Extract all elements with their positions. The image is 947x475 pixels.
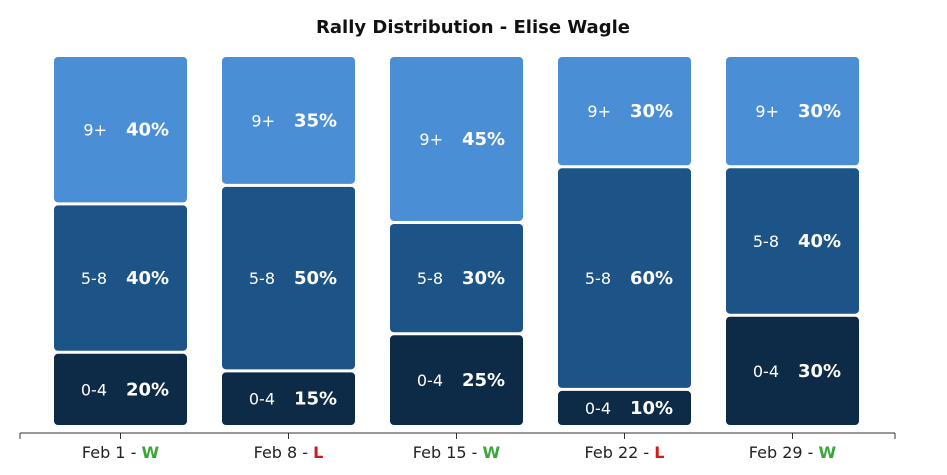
x-axis: Feb 1 - W Feb 8 - L Feb 15 - W Feb 22 - L Fe… xyxy=(19,432,896,462)
segment-value: 40% xyxy=(126,268,169,289)
result-label: L xyxy=(654,443,664,462)
segment-label: 0-4 xyxy=(585,399,611,418)
segment-value: 20% xyxy=(126,379,169,400)
segment-label: 9+ xyxy=(251,111,275,130)
segment-label: 9+ xyxy=(83,121,107,140)
bar-segment-0-4-feb-29 xyxy=(726,316,859,425)
segment-value: 35% xyxy=(294,110,337,131)
result-label: W xyxy=(483,443,501,462)
segment-value: 45% xyxy=(462,129,505,150)
bar-segment-0-4-feb-1 xyxy=(54,353,187,425)
segment-label: 5-8 xyxy=(753,232,779,251)
bar-segment-9+-feb-1 xyxy=(54,57,187,203)
x-tick-label: Feb 8 - L xyxy=(254,443,324,462)
x-tick-label: Feb 15 - W xyxy=(413,443,501,462)
bar-segment-0-4-feb-8 xyxy=(222,372,355,425)
segment-value: 40% xyxy=(798,231,841,252)
segment-value: 25% xyxy=(462,370,505,391)
segment-value: 15% xyxy=(294,389,337,410)
separator-label: - xyxy=(638,443,654,462)
segment-label: 9+ xyxy=(419,130,443,149)
date-label: Feb 15 xyxy=(413,443,467,462)
segment-label: 5-8 xyxy=(81,269,107,288)
segment-label: 0-4 xyxy=(417,371,443,390)
bar-segment-9+-feb-15 xyxy=(390,57,523,221)
bar-segment-9+-feb-29 xyxy=(726,57,859,166)
bar-segment-5-8-feb-8 xyxy=(222,186,355,370)
chart-title: Rally Distribution - Elise Wagle xyxy=(316,17,630,38)
bar-segment-9+-feb-22 xyxy=(558,57,691,166)
segment-label: 5-8 xyxy=(585,269,611,288)
segment-value: 10% xyxy=(630,398,673,419)
bar-segment-5-8-feb-1 xyxy=(54,205,187,351)
bar-segment-9+-feb-8 xyxy=(222,57,355,184)
bars-group: 0-4 20% 5-8 40% 9+ 40% 0-4 15% 5-8 50% 9+ 35% 0-4 25%… xyxy=(54,57,859,425)
bar-segment-0-4-feb-22 xyxy=(558,390,691,425)
segment-value: 50% xyxy=(294,268,337,289)
separator-label: - xyxy=(467,443,483,462)
date-label: Feb 1 xyxy=(82,443,126,462)
segment-label: 9+ xyxy=(587,102,611,121)
x-tick-label: Feb 1 - W xyxy=(82,443,160,462)
date-label: Feb 22 xyxy=(585,443,639,462)
date-label: Feb 8 xyxy=(254,443,298,462)
segment-label: 5-8 xyxy=(249,269,275,288)
x-tick-label: Feb 22 - L xyxy=(585,443,665,462)
bar-segment-5-8-feb-15 xyxy=(390,223,523,333)
segment-label: 0-4 xyxy=(753,362,779,381)
bar-segment-0-4-feb-15 xyxy=(390,335,523,425)
separator-label: - xyxy=(803,443,819,462)
result-label: W xyxy=(141,443,159,462)
segment-label: 9+ xyxy=(755,102,779,121)
separator-label: - xyxy=(297,443,313,462)
segment-label: 0-4 xyxy=(81,380,107,399)
segment-label: 5-8 xyxy=(417,269,443,288)
segment-value: 30% xyxy=(798,101,841,122)
segment-value: 60% xyxy=(630,268,673,289)
segment-value: 40% xyxy=(126,120,169,141)
bar-segment-5-8-feb-22 xyxy=(558,168,691,388)
result-label: L xyxy=(313,443,323,462)
result-label: W xyxy=(819,443,837,462)
separator-label: - xyxy=(125,443,141,462)
segment-value: 30% xyxy=(798,361,841,382)
date-label: Feb 29 xyxy=(749,443,803,462)
x-tick-label: Feb 29 - W xyxy=(749,443,837,462)
segment-value: 30% xyxy=(462,268,505,289)
segment-value: 30% xyxy=(630,101,673,122)
segment-label: 0-4 xyxy=(249,390,275,409)
bar-segment-5-8-feb-29 xyxy=(726,168,859,314)
